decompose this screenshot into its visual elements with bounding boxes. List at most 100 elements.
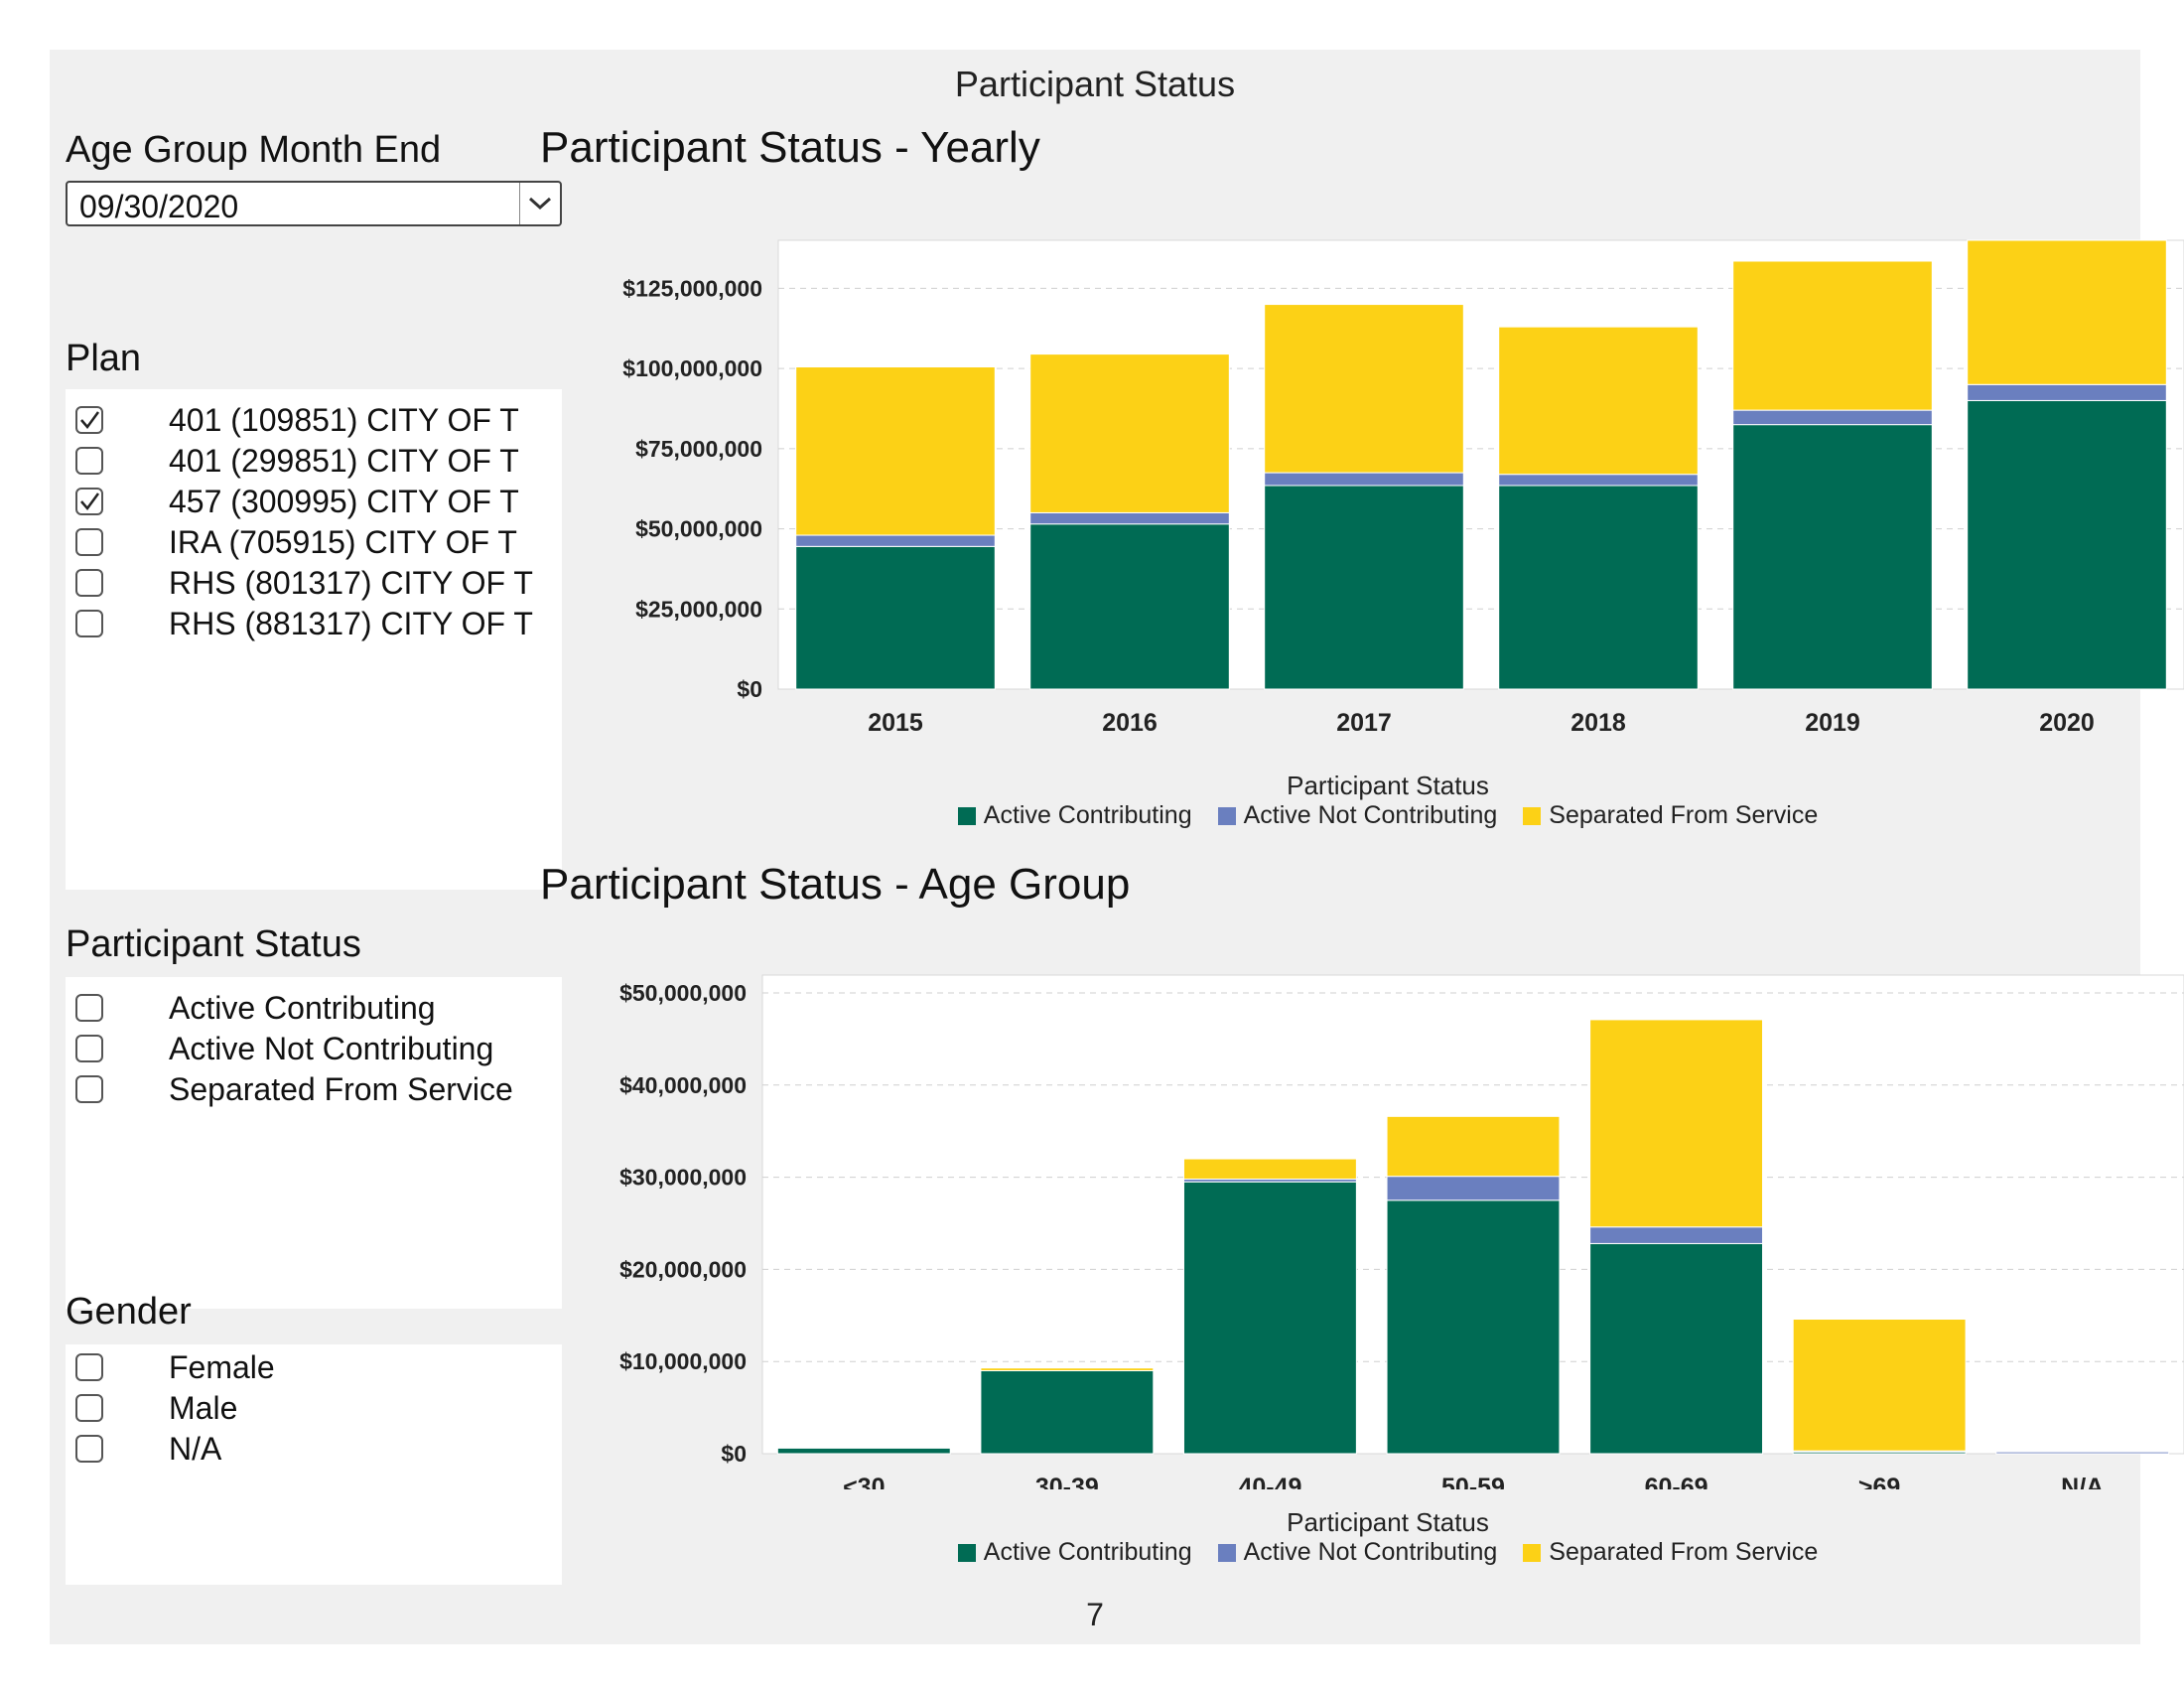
- age-group-month-end-title: Age Group Month End: [66, 129, 442, 171]
- plan-option-ira-705915[interactable]: IRA (705915) CITY OF T: [75, 523, 517, 561]
- y-tick-label: $0: [721, 1441, 747, 1467]
- bar-2015-active-not-contributing[interactable]: [795, 534, 996, 547]
- x-tick-label: 2018: [1570, 709, 1626, 737]
- plan-option-rhs-801317[interactable]: RHS (801317) CITY OF T: [75, 564, 533, 602]
- plan-option-401-109851[interactable]: 401 (109851) CITY OF T: [75, 401, 519, 439]
- bar-30-39-separated-from-service[interactable]: [980, 1367, 1155, 1371]
- plan-option-label: 401 (109851) CITY OF T: [169, 401, 519, 438]
- bar-2016-active-not-contributing[interactable]: [1029, 511, 1230, 525]
- bar-2019-separated-from-service[interactable]: [1732, 260, 1933, 411]
- status-option-active-contributing[interactable]: Active Contributing: [75, 989, 436, 1027]
- checkbox[interactable]: [75, 488, 103, 515]
- checkbox[interactable]: [75, 994, 103, 1022]
- y-tick-label: $10,000,000: [619, 1348, 747, 1374]
- y-tick-label: $0: [737, 676, 762, 702]
- bar-30-39-active-contributing[interactable]: [980, 1369, 1155, 1455]
- bar-30-active-contributing[interactable]: [776, 1447, 951, 1455]
- checkbox[interactable]: [75, 1035, 103, 1062]
- bar-2015-separated-from-service[interactable]: [795, 366, 996, 536]
- bar-2018-active-contributing[interactable]: [1498, 485, 1699, 690]
- bar-2019-active-contributing[interactable]: [1732, 424, 1933, 690]
- bar-2015-active-contributing[interactable]: [795, 545, 996, 690]
- plan-option-401-299851[interactable]: 401 (299851) CITY OF T: [75, 442, 519, 480]
- x-tick-label: 50-59: [1441, 1474, 1505, 1489]
- plan-filter-panel: 401 (109851) CITY OF T 401 (299851) CITY…: [66, 389, 562, 890]
- bar-60-69-active-contributing[interactable]: [1589, 1242, 1764, 1455]
- checkbox[interactable]: [75, 447, 103, 475]
- status-option-active-not-contributing[interactable]: Active Not Contributing: [75, 1030, 493, 1067]
- legend-item-active-contributing[interactable]: Active Contributing: [957, 1538, 1192, 1567]
- bar-69-separated-from-service[interactable]: [1792, 1319, 1967, 1452]
- bar-2016-active-contributing[interactable]: [1029, 523, 1230, 690]
- status-option-separated-from-service[interactable]: Separated From Service: [75, 1070, 513, 1108]
- gender-option-na[interactable]: N/A: [75, 1430, 221, 1468]
- x-tick-label: 2020: [2039, 709, 2095, 737]
- y-tick-label: $50,000,000: [635, 516, 762, 542]
- checkbox[interactable]: [75, 1435, 103, 1463]
- checkbox[interactable]: [75, 610, 103, 637]
- bar-2016-separated-from-service[interactable]: [1029, 353, 1230, 513]
- plan-option-rhs-881317[interactable]: RHS (881317) CITY OF T: [75, 605, 533, 642]
- checkbox[interactable]: [75, 1394, 103, 1422]
- x-tick-label: 30-39: [1035, 1474, 1099, 1489]
- gender-option-male[interactable]: Male: [75, 1389, 237, 1427]
- y-tick-label: $100,000,000: [622, 355, 762, 381]
- age-group-month-end-dropdown[interactable]: 09/30/2020: [66, 181, 562, 226]
- legend-item-separated-from-service[interactable]: Separated From Service: [1523, 1538, 1818, 1567]
- x-tick-label: N/A: [2061, 1474, 2104, 1489]
- checkbox[interactable]: [75, 1353, 103, 1381]
- age-group-chart-title: Participant Status - Age Group: [540, 860, 1131, 909]
- bar-50-59-active-not-contributing[interactable]: [1386, 1176, 1561, 1201]
- checkbox[interactable]: [75, 1075, 103, 1103]
- legend-item-separated-from-service[interactable]: Separated From Service: [1523, 801, 1818, 830]
- gender-filter-panel: Female Male N/A: [66, 1344, 562, 1585]
- x-tick-label: 2017: [1336, 709, 1392, 737]
- age-group-chart: $0 $10,000,000 $20,000,000 $30,000,000 $40,0…: [619, 974, 2184, 1489]
- bar-2018-active-not-contributing[interactable]: [1498, 474, 1699, 487]
- bar-60-69-active-not-contributing[interactable]: [1589, 1226, 1764, 1244]
- yearly-chart-legend: Participant Status Active Contributing A…: [880, 771, 1896, 830]
- checkbox[interactable]: [75, 569, 103, 597]
- bar-40-49-separated-from-service[interactable]: [1182, 1158, 1357, 1180]
- checkbox[interactable]: [75, 528, 103, 556]
- legend-item-active-not-contributing[interactable]: Active Not Contributing: [1217, 801, 1497, 830]
- bar-2020-separated-from-service[interactable]: [1967, 239, 2167, 385]
- bar-2017-active-contributing[interactable]: [1264, 485, 1464, 690]
- gender-option-label: N/A: [169, 1430, 222, 1467]
- gender-option-female[interactable]: Female: [75, 1348, 275, 1386]
- legend-label: Separated From Service: [1549, 801, 1819, 829]
- plan-option-457-300995[interactable]: 457 (300995) CITY OF T: [75, 483, 519, 520]
- bar-2017-active-not-contributing[interactable]: [1264, 472, 1464, 487]
- bar-2019-active-not-contributing[interactable]: [1732, 409, 1933, 426]
- gender-option-label: Female: [169, 1348, 275, 1385]
- legend-item-active-not-contributing[interactable]: Active Not Contributing: [1217, 1538, 1498, 1567]
- legend-item-active-contributing[interactable]: Active Contributing: [957, 801, 1192, 830]
- bar-2017-separated-from-service[interactable]: [1264, 304, 1464, 474]
- plan-option-label: RHS (801317) CITY OF T: [169, 564, 533, 601]
- status-option-label: Active Contributing: [169, 989, 436, 1026]
- y-tick-label: $75,000,000: [635, 436, 762, 462]
- bar-2020-active-not-contributing[interactable]: [1967, 383, 2167, 401]
- bar-50-59-separated-from-service[interactable]: [1386, 1115, 1561, 1178]
- bar-50-59-active-contributing[interactable]: [1386, 1199, 1561, 1455]
- y-tick-label: $30,000,000: [619, 1165, 747, 1191]
- chevron-down-icon[interactable]: [519, 183, 560, 224]
- bar-n-a-active-not-contributing[interactable]: [1995, 1451, 2170, 1455]
- checkmark-icon: [80, 411, 100, 430]
- checkbox[interactable]: [75, 406, 103, 434]
- legend-label: Active Not Contributing: [1243, 1538, 1498, 1566]
- yearly-chart: $0 $25,000,000 $50,000,000 $75,000,000 $100,…: [622, 239, 2184, 737]
- legend-label: Active Contributing: [983, 1538, 1192, 1566]
- dashboard: Participant Status Age Group Month End 0…: [50, 50, 2184, 1644]
- plan-option-label: 457 (300995) CITY OF T: [169, 483, 519, 519]
- bar-2020-active-contributing[interactable]: [1967, 399, 2167, 690]
- y-tick-label: $125,000,000: [622, 275, 762, 301]
- bar-60-69-separated-from-service[interactable]: [1589, 1019, 1764, 1228]
- x-tick-label: 2015: [868, 709, 923, 737]
- bar-2018-separated-from-service[interactable]: [1498, 326, 1699, 476]
- legend-title: Participant Status: [1287, 771, 1489, 800]
- legend-title: Participant Status: [1287, 1507, 1489, 1537]
- x-tick-label: 40-49: [1238, 1474, 1301, 1489]
- gender-option-label: Male: [169, 1389, 238, 1426]
- bar-40-49-active-contributing[interactable]: [1182, 1181, 1357, 1455]
